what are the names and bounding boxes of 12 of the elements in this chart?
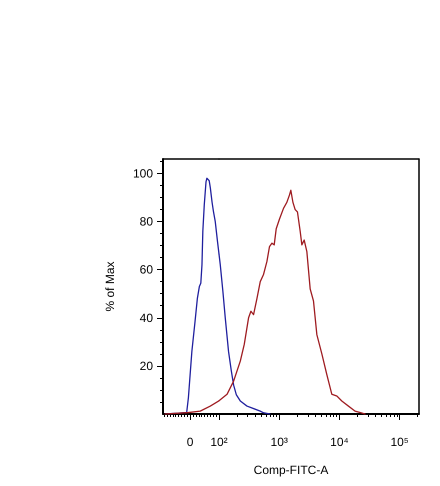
x-axis-title: Comp-FITC-A [254, 463, 328, 477]
y-tick-label: 100 [132, 166, 154, 180]
y-axis-title: % of Max [103, 261, 117, 312]
x-tick-label: 10⁵ [390, 435, 409, 449]
y-tick-label: 40 [140, 310, 154, 325]
y-tick-label: 60 [140, 262, 154, 277]
y-tick-label: 20 [140, 358, 154, 373]
x-tick-label: 10² [210, 435, 228, 449]
x-tick-label: 10⁴ [330, 435, 349, 449]
y-tick-label: 80 [140, 214, 154, 229]
x-tick-label: 0 [186, 435, 194, 449]
x-tick-label: 10³ [270, 435, 288, 449]
